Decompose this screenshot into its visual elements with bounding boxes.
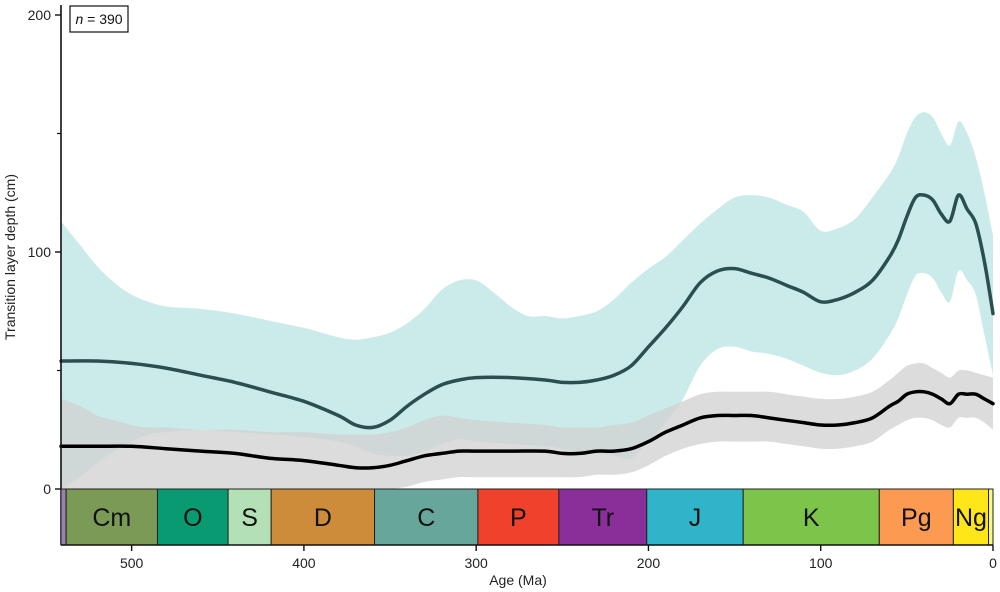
confidence-bands [61, 112, 993, 490]
x-tick-label: 0 [989, 555, 997, 571]
sample-size-value: = 390 [83, 11, 123, 27]
y-axis-title: Transition layer depth (cm) [2, 174, 18, 340]
y-tick-label: 0 [43, 481, 51, 497]
period-box-j [646, 488, 744, 546]
x-axis-title: Age (Ma) [489, 572, 547, 588]
sample-size-box [69, 5, 129, 33]
confidence-band-2 [61, 362, 993, 490]
x-tick-label: 400 [292, 555, 316, 571]
x-tick-label: 100 [809, 555, 833, 571]
series-line-1 [59, 192, 995, 430]
geologic-timescale: Cm O S D C P Tr J K Pg Ng [60, 488, 994, 546]
period-label-cm: Cm [92, 504, 131, 532]
x-tick-label: 500 [120, 555, 144, 571]
period-label-ng: Ng [955, 504, 987, 532]
period-label-p: P [510, 504, 527, 532]
y-tick-label: 100 [28, 244, 52, 260]
y-tick-label: 200 [28, 7, 52, 23]
period-box-p [477, 488, 560, 546]
period-label-k: K [803, 504, 820, 532]
axes: 0 100 200 500 400 300 200 100 0 [28, 5, 997, 571]
x-tick-label: 300 [464, 555, 488, 571]
period-label-pg: Pg [901, 504, 932, 532]
period-box-ng [952, 488, 990, 546]
sample-size-n: n [75, 11, 83, 27]
period-label-tr: Tr [591, 504, 614, 532]
period-label-o: O [183, 504, 202, 532]
period-box-cm [65, 488, 158, 546]
period-label-d: D [314, 504, 332, 532]
period-box-tr [558, 488, 648, 546]
confidence-band-1 [61, 112, 993, 489]
period-box-c [374, 488, 479, 546]
x-tick-label: 200 [637, 555, 661, 571]
period-label-c: C [417, 504, 435, 532]
sample-size-annotation: n = 390 [69, 5, 129, 33]
period-label-s: S [241, 504, 258, 532]
period-box-pg [878, 488, 954, 546]
period-label-j: J [689, 504, 702, 532]
period-box-k [742, 488, 880, 546]
period-box [988, 488, 994, 546]
period-box-d [270, 488, 376, 546]
period-box [60, 488, 67, 546]
sample-size-text: n = 390 [75, 11, 122, 27]
series-line-2 [59, 389, 995, 470]
series-lines [59, 192, 995, 470]
